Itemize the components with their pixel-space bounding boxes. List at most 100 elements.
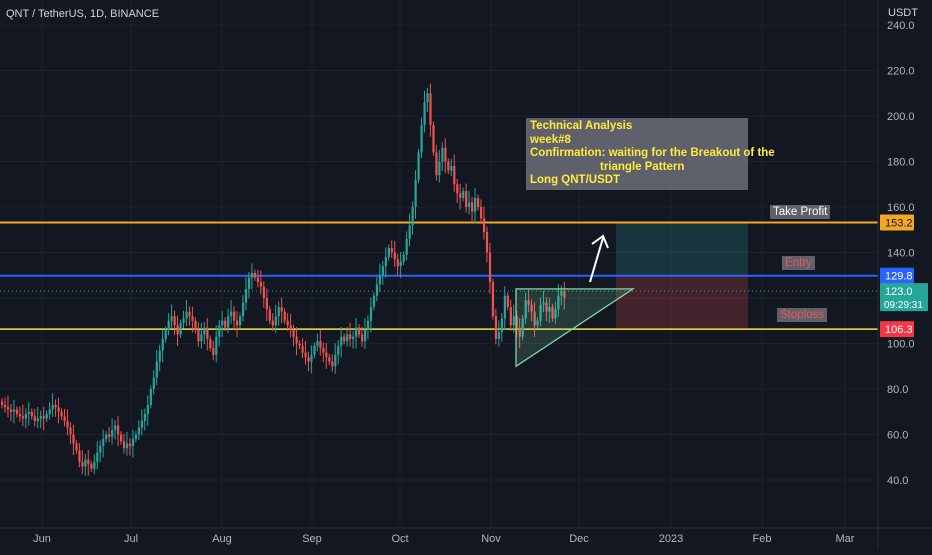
candle bbox=[173, 310, 176, 335]
candle bbox=[12, 399, 16, 424]
candle bbox=[438, 149, 441, 183]
candle-body bbox=[39, 416, 42, 419]
loss-zone bbox=[616, 275, 748, 330]
candle bbox=[450, 158, 453, 177]
candle-body bbox=[262, 286, 265, 298]
candle-body bbox=[322, 348, 325, 353]
price-tick-label: 140.0 bbox=[887, 248, 915, 260]
candle bbox=[18, 406, 22, 422]
candle bbox=[468, 190, 471, 215]
candle bbox=[488, 242, 492, 294]
candle-body bbox=[182, 318, 185, 324]
candle-body bbox=[140, 420, 144, 428]
candle bbox=[233, 306, 236, 331]
candle bbox=[369, 297, 373, 333]
candle-body bbox=[497, 332, 501, 339]
candle-body bbox=[75, 443, 78, 451]
take-profit-label[interactable]: Take Profit bbox=[770, 205, 831, 219]
candle bbox=[325, 343, 328, 369]
candle bbox=[158, 344, 161, 372]
candle-body bbox=[366, 320, 370, 330]
candle-body bbox=[18, 414, 22, 417]
candle bbox=[358, 324, 361, 338]
candle-body bbox=[218, 325, 221, 337]
candle-body bbox=[450, 166, 453, 171]
candle bbox=[414, 170, 417, 219]
candle bbox=[456, 178, 459, 203]
candle-body bbox=[474, 197, 477, 212]
note-line-3: Confirmation: waiting for the Breakout o… bbox=[530, 147, 775, 159]
candle bbox=[536, 317, 539, 329]
candle-body bbox=[509, 307, 512, 326]
candle bbox=[93, 454, 96, 475]
take-profit-tag-text: 153.2 bbox=[885, 217, 913, 229]
candle-body bbox=[286, 320, 289, 326]
candle-body bbox=[30, 411, 33, 417]
candle bbox=[521, 315, 524, 341]
candle bbox=[277, 301, 280, 326]
candle-body bbox=[57, 407, 60, 412]
candle bbox=[194, 317, 197, 334]
current-price-tag: 123.0 09:29:31 bbox=[880, 283, 928, 312]
candle bbox=[111, 418, 114, 445]
candle bbox=[84, 454, 87, 476]
time-tick-label: Dec bbox=[569, 533, 589, 545]
candle-body bbox=[417, 152, 420, 180]
candle-body bbox=[340, 336, 343, 346]
candle bbox=[557, 284, 560, 317]
candle-body bbox=[488, 252, 492, 283]
candle-body bbox=[3, 404, 7, 408]
take-profit-tag: 153.2 bbox=[880, 214, 914, 231]
time-axis: Jun Jul Aug Sep Oct Nov Dec 2023 Feb Mar bbox=[33, 533, 855, 545]
candle bbox=[494, 308, 498, 345]
candle-body bbox=[209, 338, 212, 349]
candle bbox=[60, 408, 63, 420]
candle bbox=[316, 333, 319, 352]
candle-body bbox=[491, 282, 495, 317]
candle-body bbox=[369, 307, 373, 321]
candle-body bbox=[331, 361, 334, 367]
candle bbox=[563, 281, 566, 310]
candle bbox=[307, 351, 310, 372]
candle-body bbox=[506, 295, 509, 308]
candle-body bbox=[274, 316, 277, 326]
candle bbox=[191, 306, 194, 333]
candle-body bbox=[465, 191, 468, 207]
candle bbox=[527, 288, 530, 313]
candle-body bbox=[87, 459, 90, 465]
candle-body bbox=[164, 329, 167, 339]
candle-body bbox=[554, 309, 557, 319]
candle-body bbox=[241, 302, 245, 317]
candle-body bbox=[524, 300, 527, 319]
candle-body bbox=[426, 93, 429, 103]
candle bbox=[54, 399, 57, 417]
candle-body bbox=[372, 295, 376, 308]
position-zones bbox=[616, 222, 748, 330]
candle-body bbox=[27, 411, 30, 415]
candle bbox=[203, 322, 206, 344]
candle bbox=[310, 345, 313, 374]
candle bbox=[340, 327, 343, 358]
candle bbox=[432, 121, 435, 156]
candle-body bbox=[200, 334, 203, 342]
candle-body bbox=[560, 291, 563, 296]
candle bbox=[366, 315, 370, 340]
candle bbox=[355, 318, 358, 349]
candle bbox=[9, 404, 13, 422]
candle-body bbox=[265, 298, 268, 310]
candle-body bbox=[307, 357, 310, 362]
candle-body bbox=[375, 284, 379, 296]
candle-body bbox=[158, 350, 161, 362]
candle-body bbox=[268, 309, 271, 321]
candle-body bbox=[280, 307, 283, 312]
symbol-title[interactable]: QNT / TetherUS, 1D, BINANCE bbox=[6, 8, 160, 20]
candle-body bbox=[328, 357, 331, 362]
candle-body bbox=[111, 429, 114, 437]
stoploss-label[interactable]: Stoploss bbox=[777, 308, 828, 322]
candle-body bbox=[247, 277, 251, 289]
entry-label[interactable]: Entry bbox=[782, 256, 815, 270]
analysis-note[interactable]: Technical Analysis week#8 Confirmation: … bbox=[526, 118, 775, 190]
candle-body bbox=[337, 345, 340, 355]
